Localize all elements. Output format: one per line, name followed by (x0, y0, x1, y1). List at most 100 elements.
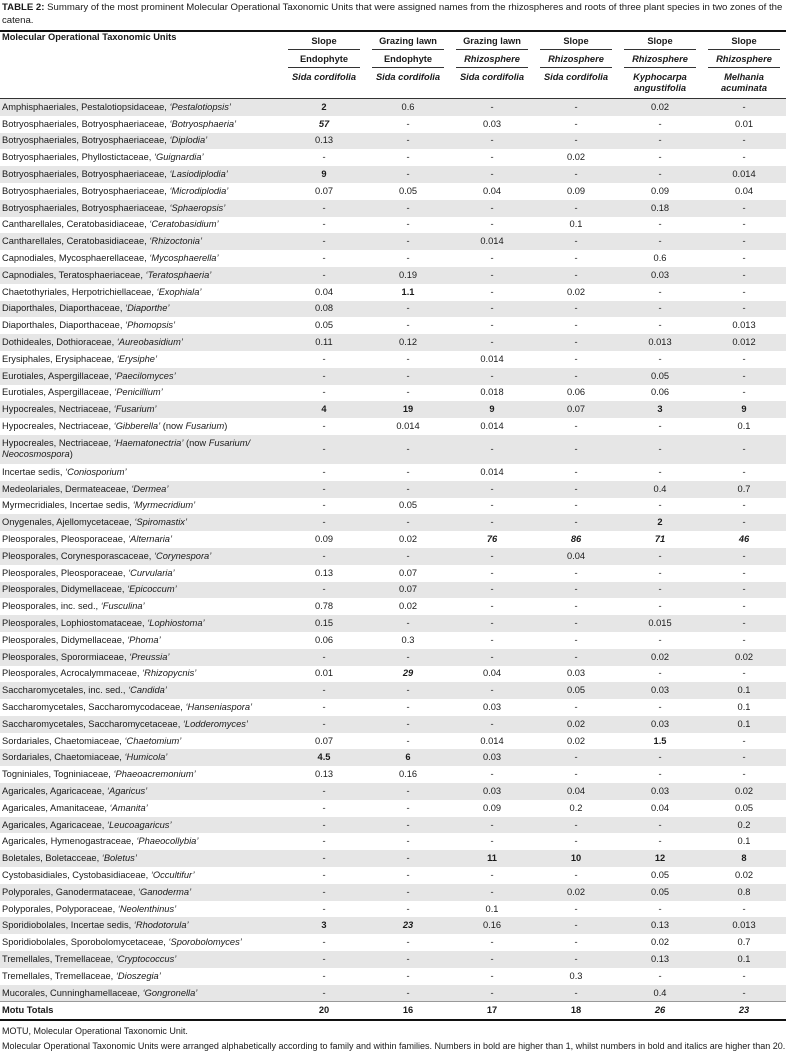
abundance-cell: 9 (450, 401, 534, 419)
table-row: Polyporales, Polyporaceae, ‘Neolenthinus… (0, 901, 786, 918)
table-row: Botryosphaeriales, Botryosphaeriaceae, ‘… (0, 183, 786, 200)
taxon-text: Agaricales, Agaricaceae, (2, 819, 107, 830)
abundance-cell: - (658, 466, 662, 477)
abundance-cell: - (742, 668, 746, 679)
taxon-text: Polyporales, Polyporaceae, (2, 903, 118, 914)
taxon-text: Saccharomycetales, Saccharomycodaceae, (2, 701, 186, 712)
taxon-text: Pleosporales, inc. sed., (2, 601, 101, 612)
taxon-text: Agaricales, Amanitaceae, (2, 802, 110, 813)
abundance-cell: 0.01 (314, 668, 334, 679)
caption-text: Summary of the most prominent Molecular … (2, 2, 783, 26)
total-cell: 18 (534, 1001, 618, 1022)
motu-table: Molecular Operational Taxonomic Units Slo… (0, 30, 786, 1022)
taxon-text: Pleosporales, Acrocalymmaceae, (2, 668, 143, 679)
abundance-cell: 0.3 (401, 634, 415, 645)
table-footnotes: MOTU, Molecular Operational Taxonomic Un… (0, 1021, 789, 1052)
abundance-cell: 0.013 (702, 917, 786, 935)
abundance-cell: - (742, 903, 746, 914)
abundance-cell: 0.7 (737, 937, 751, 948)
abundance-cell: - (618, 166, 702, 183)
motu-name: Agaricales, Amanitaceae, ‘Amanita’ (0, 800, 282, 817)
abundance-cell: 0.014 (480, 421, 504, 432)
abundance-cell: - (450, 547, 534, 565)
taxon-italic: ‘Guignardia’ (153, 152, 204, 163)
total-cell: 23 (702, 1001, 786, 1022)
abundance-cell: - (450, 984, 534, 1002)
taxon-text: Hypocreales, Nectriaceae, (2, 437, 114, 448)
table-header: Molecular Operational Taxonomic Units Slo… (0, 31, 786, 99)
footnote: Molecular Operational Taxonomic Units we… (2, 1041, 786, 1052)
abundance-cell: 0.1 (702, 951, 786, 968)
table-row: Sordariales, Chaetomiaceae, ‘Chaetomium’… (0, 733, 786, 750)
abundance-cell: - (702, 367, 786, 385)
motu-name: Pleosporales, Didymellaceae, ‘Phoma’ (0, 632, 282, 649)
taxon-text: Medeolariales, Dermateaceae, (2, 483, 132, 494)
abundance-cell: - (490, 937, 494, 948)
abundance-cell: 0.04 (650, 802, 670, 813)
header-first-column: Molecular Operational Taxonomic Units (0, 31, 282, 99)
abundance-cell: - (406, 152, 410, 163)
taxon-text: Diaporthales, Diaporthaceae, (2, 320, 125, 331)
motu-name: Cystobasidiales, Cystobasidiaceae, ‘Occu… (0, 867, 282, 884)
table-row: Amphisphaeriales, Pestalotiopsidaceae, ‘… (0, 98, 786, 116)
abundance-cell: 0.1 (737, 701, 751, 712)
abundance-cell: - (742, 253, 746, 264)
abundance-cell: - (406, 735, 410, 746)
abundance-cell: - (534, 132, 618, 150)
abundance-cell: - (322, 903, 326, 914)
abundance-cell: - (450, 132, 534, 150)
taxon-italic: ‘Corynespora’ (153, 550, 212, 561)
abundance-cell: 0.15 (282, 615, 366, 632)
header-zone: Slope (534, 31, 618, 50)
abundance-cell: 2 (282, 98, 366, 116)
abundance-cell: - (742, 970, 746, 981)
abundance-cell: - (450, 816, 534, 834)
taxon-italic: ‘Diplodia’ (169, 135, 208, 146)
header-zone: Grazing lawn (366, 31, 450, 50)
abundance-cell: 0.4 (618, 984, 702, 1002)
abundance-cell: - (658, 769, 662, 780)
abundance-cell: - (406, 118, 410, 129)
abundance-cell: 0.06 (650, 387, 670, 398)
abundance-cell: 0.1 (702, 682, 786, 700)
abundance-cell: - (618, 132, 702, 150)
abundance-cell: - (658, 668, 662, 679)
abundance-cell: 0.014 (480, 353, 504, 364)
abundance-cell: 0.8 (702, 883, 786, 901)
abundance-cell: - (406, 219, 410, 230)
taxon-text: Capnodiales, Teratosphaeriaceae, (2, 269, 146, 280)
table-row: Cystobasidiales, Cystobasidiaceae, ‘Occu… (0, 867, 786, 884)
abundance-cell: 0.02 (702, 648, 786, 666)
taxon-italic: ‘Rhodotorula’ (133, 920, 189, 931)
abundance-cell: - (366, 883, 450, 901)
abundance-cell: - (742, 353, 746, 364)
abundance-cell: - (366, 648, 450, 666)
abundance-cell: - (282, 266, 366, 284)
abundance-cell: 76 (486, 534, 498, 545)
table-row: Agaricales, Hymenogastraceae, ‘Phaeocoll… (0, 833, 786, 850)
taxon-italic: ‘Lasiodiplodia’ (169, 169, 228, 180)
abundance-cell: - (282, 199, 366, 217)
abundance-cell: - (406, 701, 410, 712)
abundance-cell: - (406, 466, 410, 477)
abundance-cell: - (574, 353, 578, 364)
abundance-cell: 1.5 (653, 735, 667, 746)
table-row: Cantharellales, Ceratobasidiaceae, ‘Cera… (0, 217, 786, 234)
total-cell: 26 (618, 1001, 702, 1022)
header-zone: Slope (702, 31, 786, 50)
taxon-text: Chaetothyriales, Herpotrichiellaceae, (2, 286, 157, 297)
taxon-text: Sporidiobolales, Incertae sedis, (2, 920, 134, 931)
abundance-cell: 0.16 (398, 769, 418, 780)
taxon-italic: ‘Diaporthe’ (125, 303, 170, 314)
abundance-cell: - (406, 353, 410, 364)
motu-name: Medeolariales, Dermateaceae, ‘Dermea’ (0, 480, 282, 498)
abundance-cell: - (702, 581, 786, 599)
taxon-text: Botryosphaeriales, Botryosphaeriaceae, (2, 135, 170, 146)
header-sample-type: Rhizosphere (450, 50, 534, 68)
abundance-cell: - (742, 219, 746, 230)
taxon-text: Incertae sedis, (2, 466, 66, 477)
taxon-italic: ‘Spiromastix’ (134, 517, 188, 528)
abundance-cell: - (450, 615, 534, 632)
motu-name: Eurotiales, Aspergillaceae, ‘Paecilomyce… (0, 367, 282, 385)
abundance-cell: 0.03 (566, 668, 586, 679)
